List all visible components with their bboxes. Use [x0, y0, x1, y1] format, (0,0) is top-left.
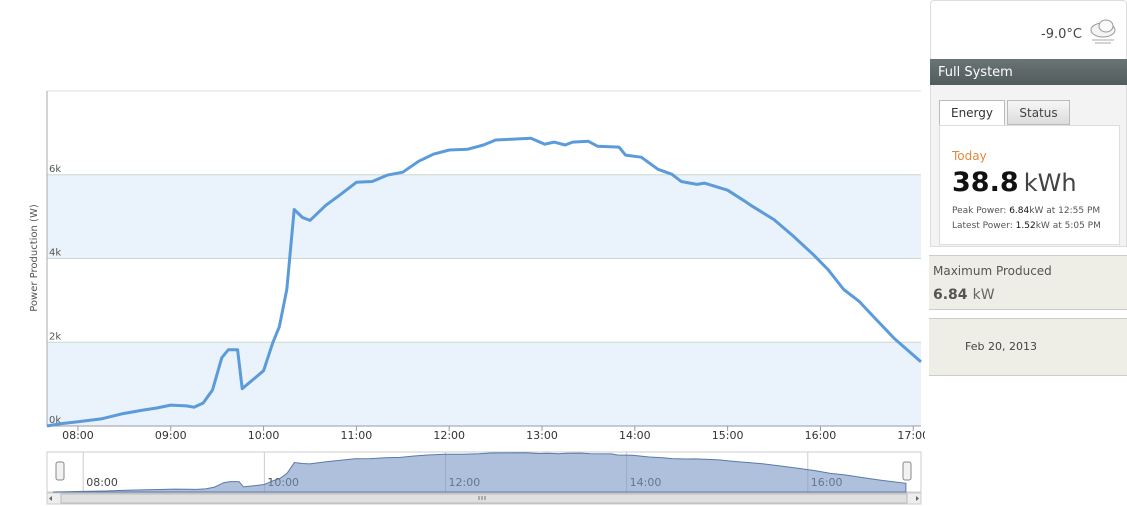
y-tick-label: 4k — [49, 248, 61, 259]
x-tick-label: 10:00 — [248, 429, 280, 442]
today-energy: 38.8 kWh — [952, 167, 1077, 198]
peak-value: 6.84 — [1009, 206, 1030, 216]
x-tick-label: 15:00 — [712, 429, 744, 442]
latest-value: 1.52 — [1015, 221, 1036, 231]
navigator-area — [52, 452, 907, 493]
tab-status[interactable]: Status — [1007, 100, 1070, 125]
temperature: -9.0°C — [1041, 27, 1082, 42]
y-axis-label: Power Production (W) — [29, 204, 40, 312]
peak-power: Peak Power: 6.84kW at 12:55 PM — [952, 206, 1100, 216]
maximum-label: Maximum Produced — [933, 264, 1052, 278]
latest-label: Latest Power: — [952, 221, 1013, 231]
x-tick-label: 09:00 — [155, 429, 187, 442]
plot: 0k 2k 4k 6k 08:00 09:00 10:00 11:00 12:00 13:00 14… — [46, 90, 925, 442]
navigator-tick-label: 08:00 — [86, 476, 118, 489]
latest-power: Latest Power: 1.52kW at 5:05 PM — [952, 221, 1101, 231]
band — [47, 174, 921, 259]
peak-label: Peak Power: — [952, 206, 1007, 216]
chart: 0k 2k 4k 6k 08:00 09:00 10:00 11:00 12:00 13:00 14… — [29, 90, 925, 505]
today-label: Today — [952, 149, 987, 163]
maximum-box: Maximum Produced 6.84 kW — [929, 255, 1127, 310]
tab-energy[interactable]: Energy — [939, 100, 1005, 126]
date-box: Feb 20, 2013 — [929, 318, 1127, 376]
weather: -9.0°C — [930, 0, 1127, 59]
energy-content: Today 38.8 kWh Peak Power: 6.84kW at 12:… — [939, 125, 1120, 245]
peak-time: at 12:55 PM — [1046, 206, 1101, 216]
scroll-right[interactable] — [916, 496, 919, 501]
x-tick-label: 13:00 — [526, 429, 558, 442]
left-handle[interactable] — [55, 461, 65, 481]
today-value: 38.8 — [952, 167, 1019, 198]
scroll-left[interactable] — [49, 496, 52, 501]
x-tick-label: 16:00 — [805, 429, 837, 442]
right-handle[interactable] — [902, 461, 912, 481]
y-tick-label: 0k — [49, 415, 61, 426]
x-tick-label: 11:00 — [341, 429, 373, 442]
y-tick-label: 2k — [49, 331, 61, 342]
maximum-unit: kW — [972, 287, 995, 303]
y-tick-label: 6k — [49, 164, 61, 175]
weather-icon — [1090, 19, 1116, 44]
tab-area: Energy Status Today 38.8 kWh Peak Power:… — [930, 85, 1127, 247]
x-tick-label: 12:00 — [433, 429, 465, 442]
scroll-grip — [478, 496, 486, 500]
latest-time: at 5:05 PM — [1052, 221, 1101, 231]
band — [47, 342, 921, 426]
x-tick-label: 14:00 — [619, 429, 651, 442]
maximum-power: 6.84 kW — [933, 284, 995, 303]
power-line — [46, 136, 922, 428]
x-tick-label: 17:00 — [897, 429, 925, 442]
peak-unit: kW — [1029, 206, 1044, 216]
maximum-value: 6.84 — [933, 287, 968, 303]
latest-unit: kW — [1035, 221, 1050, 231]
side-panel: -9.0°C Full System Energy Status Today 3… — [929, 0, 1127, 376]
scrollbar-thumb[interactable] — [60, 493, 908, 504]
x-tick-label: 08:00 — [62, 429, 94, 442]
today-unit: kWh — [1023, 169, 1077, 197]
panel-header: Full System — [930, 59, 1127, 85]
